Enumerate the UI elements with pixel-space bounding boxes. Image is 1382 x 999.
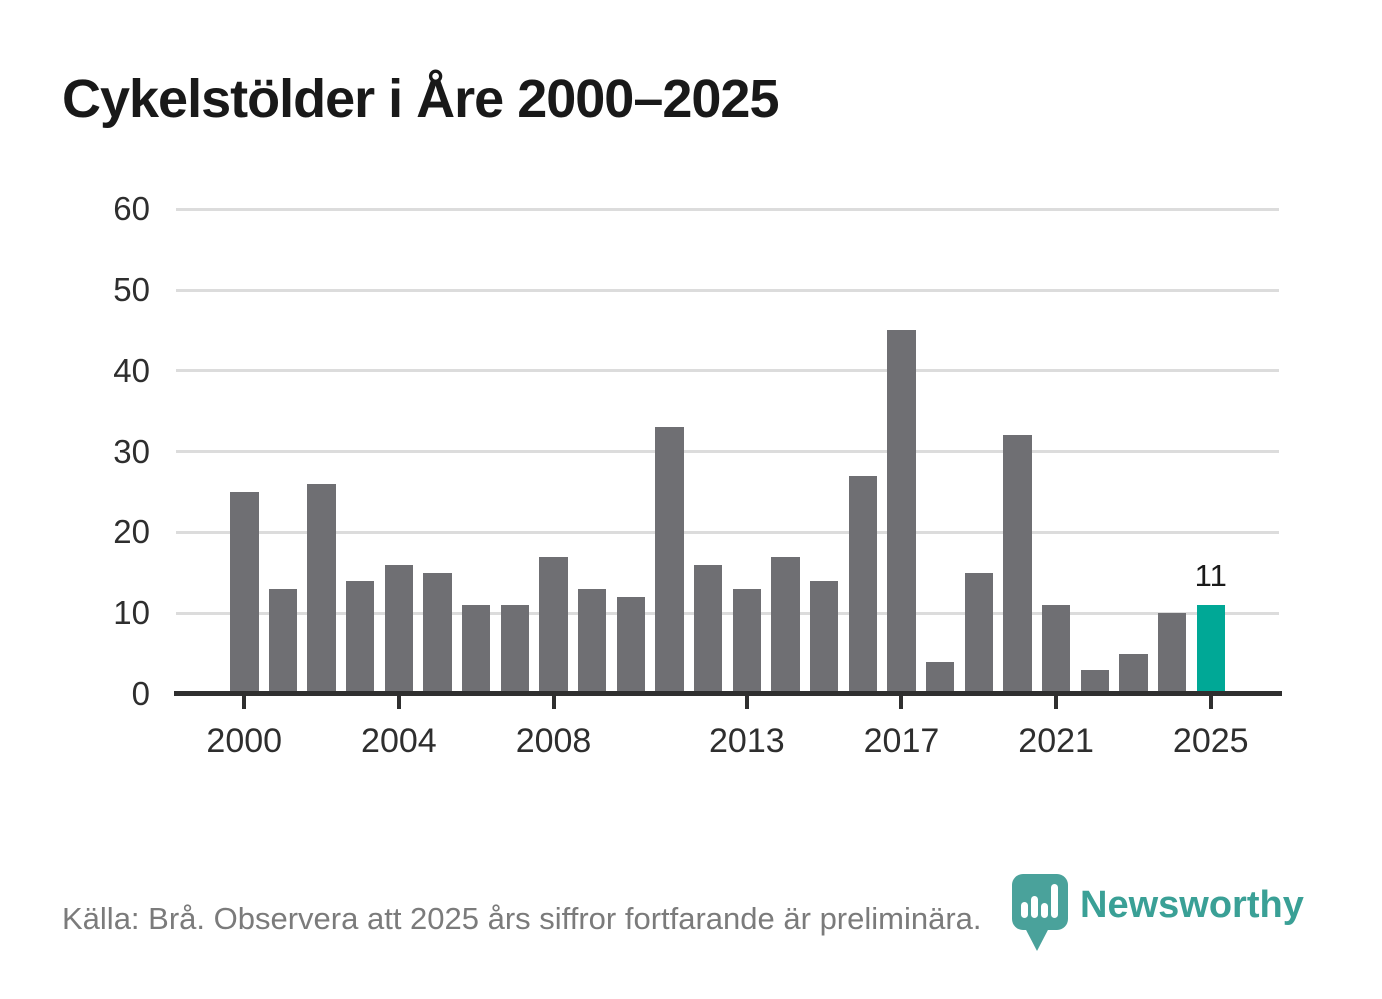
newsworthy-logo-wordmark: Newsworthy [1080, 884, 1304, 926]
bar-2003 [345, 580, 375, 694]
bar-2010 [616, 597, 646, 694]
x-axis-label: 2000 [206, 722, 283, 760]
gridline [176, 288, 1279, 292]
chart-title: Cykelstölder i Åre 2000–2025 [62, 69, 779, 129]
bar-2011 [655, 427, 684, 694]
bar-2015 [809, 580, 839, 694]
newsworthy-logo: Newsworthy [1010, 872, 1304, 956]
gridline [176, 450, 1279, 454]
bar-2024 [1157, 613, 1187, 694]
bar-2001 [268, 588, 298, 694]
bar-2017 [887, 330, 916, 694]
y-axis-label: 60 [113, 190, 150, 228]
x-axis-tick [551, 696, 556, 709]
x-axis-label: 2025 [1172, 722, 1249, 760]
gridline [176, 369, 1279, 373]
x-axis-tick [396, 696, 401, 709]
y-axis-label: 20 [113, 513, 150, 551]
bar-value-label: 11 [1194, 558, 1227, 594]
x-axis-label: 2021 [1018, 722, 1094, 760]
bar-2021 [1041, 605, 1071, 694]
y-axis-label: 30 [113, 432, 150, 470]
x-axis-tick [242, 696, 247, 709]
y-axis-label: 50 [113, 271, 150, 308]
bar-2016 [848, 475, 878, 694]
bar-2018 [925, 661, 955, 694]
gridline [176, 611, 1279, 615]
bar-2012 [693, 564, 723, 694]
x-axis-tick [899, 696, 904, 709]
y-axis-label: 10 [113, 594, 150, 632]
gridline [176, 530, 1279, 534]
bar-2005 [423, 572, 452, 694]
bar-2002 [307, 483, 336, 694]
x-axis-tick [1208, 696, 1213, 709]
gridline [176, 207, 1279, 211]
x-axis-label: 2013 [709, 722, 785, 760]
bar-2013 [732, 588, 762, 694]
x-axis-line [174, 691, 1282, 696]
bar-2014 [771, 556, 800, 694]
x-axis-tick [744, 696, 749, 709]
bar-2023 [1119, 653, 1148, 694]
x-axis-label: 2008 [515, 722, 592, 760]
newsworthy-logo-icon [1012, 874, 1068, 951]
x-axis-tick [1054, 696, 1059, 709]
bar-2007 [500, 605, 530, 694]
bar-2025 [1196, 605, 1225, 694]
source-note: Källa: Brå. Observera att 2025 års siffr… [62, 901, 982, 936]
bar-2022 [1080, 669, 1110, 694]
bar-2008 [539, 556, 568, 694]
bar-2009 [577, 588, 607, 694]
x-axis-label: 2017 [863, 722, 940, 760]
x-axis-label: 2004 [361, 722, 437, 760]
bar-2004 [384, 564, 414, 694]
bar-2000 [230, 492, 259, 694]
bar-2006 [461, 605, 491, 694]
y-axis-label: 40 [113, 351, 150, 389]
bar-2020 [1003, 435, 1032, 694]
y-axis-label: 0 [131, 675, 150, 712]
bar-2019 [964, 572, 994, 694]
